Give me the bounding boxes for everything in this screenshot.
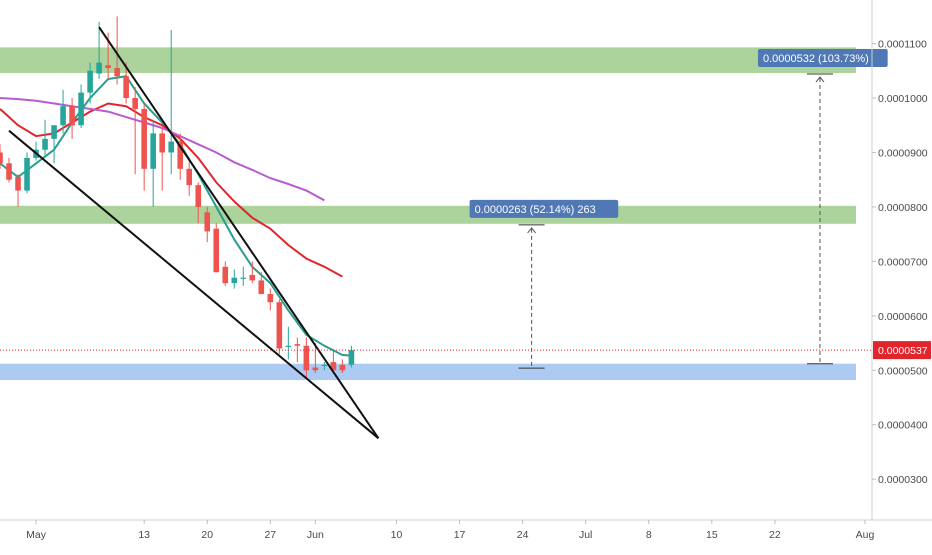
- x-tick-label-7: 24: [517, 529, 529, 541]
- x-tick-label-3: 27: [264, 529, 276, 541]
- y-tick-label-6: 0.0000500: [878, 365, 928, 377]
- x-tick-label-5: 10: [391, 529, 403, 541]
- y-tick-label-0: 0.0001100: [878, 39, 927, 51]
- candle-body-22: [195, 185, 202, 207]
- zone-band-0: [0, 47, 856, 73]
- candle-body-34: [303, 345, 310, 371]
- candle-body-33: [294, 344, 301, 346]
- x-tick-label-4: Jun: [307, 529, 324, 541]
- candle-body-1: [6, 163, 12, 180]
- candle-body-12: [105, 65, 111, 69]
- zone-band-2: [0, 363, 856, 381]
- candle-body-17: [150, 133, 156, 169]
- current-price-label: 0.0000537: [878, 345, 928, 357]
- candle-body-39: [348, 350, 355, 365]
- candle-body-25: [222, 266, 229, 284]
- candle-layer: [0, 16, 355, 379]
- y-tick-label-7: 0.0000400: [878, 420, 928, 432]
- measure-label-1: 0.0000532 (103.73%): [763, 53, 869, 65]
- candle-body-29: [258, 280, 265, 295]
- x-tick-label-8: Jul: [579, 529, 592, 541]
- y-tick-label-1: 0.0001000: [878, 93, 928, 105]
- candle-body-7: [60, 106, 66, 126]
- candle-body-30: [267, 294, 274, 303]
- candle-body-27: [240, 277, 247, 279]
- y-tick-label-4: 0.0000700: [878, 256, 928, 268]
- price-line-layer: 0.0000537: [0, 341, 931, 360]
- x-tick-label-9: 8: [646, 529, 652, 541]
- x-tick-label-1: 13: [138, 529, 150, 541]
- measure-layer: 0.0000263 (52.14%) 263 0.0000532 (103.73%…: [469, 49, 888, 369]
- candle-body-35: [312, 367, 319, 371]
- x-tick-label-12: Aug: [856, 529, 875, 541]
- candle-body-18: [159, 133, 165, 153]
- candle-body-20: [177, 141, 184, 169]
- trendline-0: [98, 26, 380, 439]
- candle-body-16: [141, 108, 147, 169]
- candle-body-19: [168, 141, 174, 153]
- candle-body-36: [321, 364, 328, 367]
- candle-body-14: [123, 76, 129, 99]
- measure-label-box-0: [469, 199, 619, 218]
- y-tick-label-3: 0.0000800: [878, 202, 928, 214]
- candle-body-10: [87, 70, 93, 93]
- y-tick-label-5: 0.0000600: [878, 311, 928, 323]
- trendline-layer: [8, 26, 380, 440]
- measure-label-box-1: [757, 49, 888, 68]
- candle-body-0: [0, 152, 3, 164]
- candle-body-5: [42, 138, 48, 150]
- candle-body-23: [204, 212, 211, 232]
- zone-layer: [0, 47, 856, 381]
- measure-arrow-0: [527, 227, 537, 234]
- candle-body-13: [114, 68, 120, 77]
- candle-body-6: [51, 125, 57, 139]
- x-tick-label-6: 17: [454, 529, 466, 541]
- candle-body-2: [15, 176, 21, 191]
- measure-label-0: 0.0000263 (52.14%) 263: [475, 204, 596, 216]
- y-tick-label-2: 0.0000900: [878, 147, 928, 159]
- candle-body-11: [96, 62, 102, 74]
- trendline-1: [8, 129, 380, 440]
- candle-body-21: [186, 168, 193, 186]
- y-tick-label-8: 0.0000300: [878, 474, 928, 486]
- candle-body-28: [249, 274, 256, 281]
- candle-body-38: [339, 364, 346, 371]
- x-tick-label-2: 20: [201, 529, 213, 541]
- axes-layer: 0.00011000.00010000.00009000.00008000.00…: [0, 0, 932, 541]
- candle-body-37: [330, 362, 337, 371]
- zone-band-1: [0, 205, 856, 224]
- x-tick-label-11: 22: [769, 529, 781, 541]
- candle-body-15: [132, 98, 138, 109]
- candle-body-31: [276, 302, 283, 349]
- candle-body-3: [24, 157, 30, 191]
- x-tick-label-10: 15: [706, 529, 718, 541]
- x-tick-label-0: May: [26, 529, 47, 541]
- measure-arrow-1: [815, 76, 825, 83]
- candle-body-24: [213, 228, 220, 273]
- candle-body-26: [231, 277, 238, 284]
- current-price-badge: [873, 341, 931, 360]
- candle-body-9: [78, 92, 84, 126]
- candle-body-8: [69, 106, 75, 126]
- candle-body-32: [285, 345, 292, 347]
